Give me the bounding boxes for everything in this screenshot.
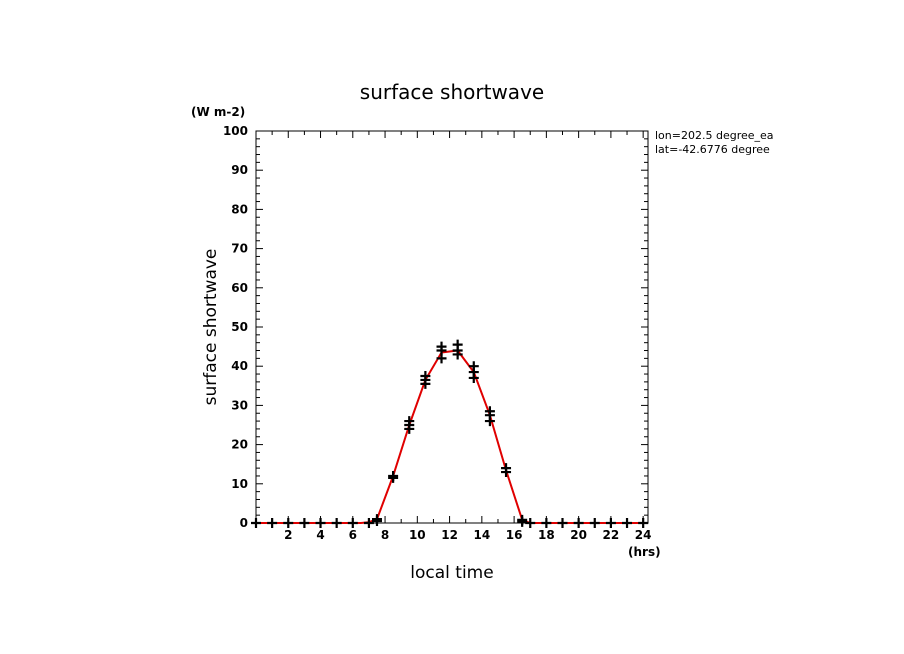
x-tick-label: 14 xyxy=(473,528,490,542)
data-point-marker xyxy=(420,371,431,381)
y-tick-label: 30 xyxy=(231,398,248,412)
y-tick-label: 60 xyxy=(231,281,248,295)
x-tick-label: 8 xyxy=(381,528,389,542)
y-tick-label: 10 xyxy=(231,477,248,491)
lat-annotation: lat=-42.6776 degree xyxy=(655,143,770,156)
x-tick-label: 10 xyxy=(409,528,426,542)
data-point-marker xyxy=(622,518,633,528)
x-tick-label: 2 xyxy=(284,528,292,542)
y-tick-label: 20 xyxy=(231,438,248,452)
data-point-marker xyxy=(251,518,261,528)
x-tick-label: 18 xyxy=(538,528,555,542)
chart-title: surface shortwave xyxy=(360,80,544,104)
data-point-marker xyxy=(638,518,649,528)
x-tick-label: 16 xyxy=(506,528,523,542)
series-line xyxy=(256,349,648,524)
data-point-marker xyxy=(452,339,463,350)
y-tick-label: 80 xyxy=(231,202,248,216)
lon-annotation: lon=202.5 degree_ea xyxy=(655,129,774,142)
data-point-marker xyxy=(517,516,528,527)
data-point-marker xyxy=(267,518,278,528)
x-tick-label: 20 xyxy=(570,528,587,542)
axis-ticks xyxy=(256,131,648,523)
x-tick-label: 4 xyxy=(316,528,324,542)
x-tick-labels: 2 4 6 8 10 12 14 16 18 20 22 24 xyxy=(284,528,651,542)
data-point-marker xyxy=(501,463,512,474)
data-point-marker xyxy=(557,518,568,528)
y-tick-label: 70 xyxy=(231,242,248,256)
data-point-marker xyxy=(589,518,600,528)
data-point-marker xyxy=(404,416,415,427)
x-tick-label: 6 xyxy=(349,528,357,542)
data-point-marker xyxy=(436,341,447,352)
data-point-marker xyxy=(525,518,536,528)
y-tick-label: 40 xyxy=(231,359,248,373)
x-tick-label: 24 xyxy=(635,528,652,542)
series-markers-group xyxy=(251,339,649,528)
data-point-marker xyxy=(605,518,616,528)
data-point-marker xyxy=(331,518,342,528)
data-point-marker xyxy=(541,518,552,528)
data-point-marker xyxy=(468,361,479,372)
plot-frame xyxy=(255,130,649,524)
y-axis-label: surface shortwave xyxy=(201,249,221,406)
data-point-marker xyxy=(299,518,310,528)
data-point-marker xyxy=(363,518,374,528)
series-line-group xyxy=(256,349,648,524)
y-tick-label: 100 xyxy=(223,124,248,138)
data-point-marker xyxy=(283,518,294,528)
data-point-marker xyxy=(315,518,326,528)
y-tick-label: 50 xyxy=(231,320,248,334)
x-unit-label: (hrs) xyxy=(628,545,661,559)
data-point-marker xyxy=(388,472,399,483)
y-tick-labels: 0 10 20 30 40 50 60 70 80 90 100 xyxy=(223,124,248,530)
x-axis-label: local time xyxy=(410,563,493,583)
x-tick-label: 12 xyxy=(441,528,458,542)
data-point-marker xyxy=(484,406,495,417)
x-tick-label: 22 xyxy=(603,528,620,542)
y-tick-label: 90 xyxy=(231,163,248,177)
data-point-marker xyxy=(371,516,382,527)
data-point-marker xyxy=(573,518,584,528)
y-unit-label: (W m-2) xyxy=(191,105,245,119)
data-point-marker xyxy=(347,518,358,528)
y-tick-label: 0 xyxy=(240,516,248,530)
